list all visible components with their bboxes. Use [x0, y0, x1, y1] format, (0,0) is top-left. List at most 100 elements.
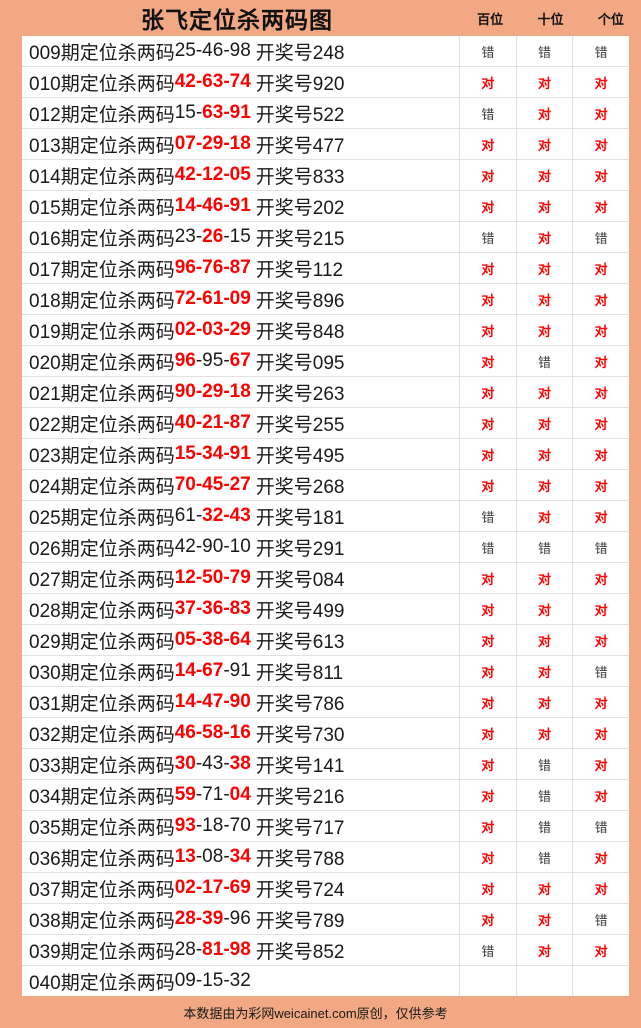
prediction-text: 040期定位杀两码 09-15-32 [22, 966, 460, 996]
result-hundreds: 错 [460, 935, 517, 965]
result-units: 对 [594, 323, 608, 339]
column-header-hundreds: 百位 [477, 11, 504, 27]
prediction-text: 029期定位杀两码 05-38-64 开奖号613 [22, 625, 460, 655]
number-separator: - [195, 784, 203, 805]
kill-number-group: 39 [202, 908, 224, 929]
table-row: 029期定位杀两码 05-38-64 开奖号613 对对对 [22, 625, 629, 656]
prediction-text: 035期定位杀两码 93-18-70 开奖号717 [22, 811, 460, 841]
result-units: 对 [594, 943, 608, 959]
prediction-text: 037期定位杀两码 02-17-69 开奖号724 [22, 873, 460, 903]
draw-number: 开奖号730 [255, 724, 345, 746]
number-separator: - [223, 412, 230, 433]
number-separator: - [223, 815, 230, 836]
period-label: 035期定位杀两码 [29, 817, 175, 839]
number-separator: - [223, 381, 230, 402]
number-separator: - [195, 319, 203, 340]
draw-number: 开奖号920 [255, 73, 345, 95]
period-label: 036期定位杀两码 [29, 848, 175, 870]
result-units: 对 [594, 881, 608, 897]
result-tens: 错 [517, 780, 574, 810]
table-row: 019期定位杀两码 02-03-29 开奖号848 对对对 [22, 315, 629, 346]
result-hundreds: 对 [460, 811, 517, 841]
kill-number-group: 15 [174, 102, 196, 123]
kill-number-group: 29 [202, 381, 224, 402]
kill-number-group: 45 [202, 474, 224, 495]
kill-number-group: 42 [174, 536, 196, 557]
result-tens: 对 [517, 377, 574, 407]
prediction-text: 028期定位杀两码 37-36-83 开奖号499 [22, 594, 460, 624]
result-units: 对 [594, 292, 608, 308]
kill-number-group: 29 [229, 319, 251, 340]
period-label: 019期定位杀两码 [29, 321, 175, 343]
draw-number: 开奖号248 [255, 42, 345, 64]
result-units: 对 [594, 354, 608, 370]
number-separator: - [195, 40, 203, 61]
result-hundreds: 对 [460, 408, 517, 438]
draw-number: 开奖号852 [255, 941, 345, 963]
table-row: 039期定位杀两码 28-81-98 开奖号852 错对对 [22, 935, 629, 966]
number-separator: - [223, 257, 230, 278]
result-hundreds: 对 [460, 284, 517, 314]
period-label: 018期定位杀两码 [29, 290, 175, 312]
draw-number: 开奖号112 [255, 259, 344, 281]
result-hundreds: 对 [460, 439, 517, 469]
period-label: 038期定位杀两码 [29, 910, 175, 932]
number-separator: - [223, 629, 230, 650]
number-separator: - [195, 970, 203, 991]
number-separator: - [195, 815, 203, 836]
kill-number-group: 09 [229, 288, 251, 309]
result-tens: 对 [517, 935, 574, 965]
result-units: 对 [594, 168, 608, 184]
number-separator: - [223, 195, 230, 216]
period-label: 037期定位杀两码 [29, 879, 175, 901]
kill-number-group: 37 [174, 598, 196, 619]
period-label: 017期定位杀两码 [29, 259, 175, 281]
period-label: 034期定位杀两码 [29, 786, 175, 808]
prediction-text: 009期定位杀两码 25-46-98 开奖号248 [22, 36, 460, 66]
result-units: 对 [594, 447, 608, 463]
table-row: 017期定位杀两码 96-76-87 开奖号112 对对对 [22, 253, 629, 284]
result-column-headers: 百位 十位 个位 [460, 9, 641, 28]
number-separator: - [195, 722, 203, 743]
result-hundreds: 对 [460, 346, 517, 376]
result-tens: 对 [517, 470, 574, 500]
kill-number-group: 18 [229, 381, 251, 402]
result-units: 对 [594, 602, 608, 618]
result-units: 对 [594, 757, 608, 773]
result-units: 错 [594, 540, 608, 556]
kill-number-group: 70 [174, 474, 196, 495]
kill-number-group: 28 [174, 908, 196, 929]
number-separator: - [195, 877, 203, 898]
kill-number-group: 61 [174, 505, 196, 526]
result-units: 对 [594, 416, 608, 432]
draw-number: 开奖号141 [255, 755, 345, 777]
draw-number: 开奖号255 [255, 414, 345, 436]
kill-number-group: 50 [202, 567, 224, 588]
prediction-text: 025期定位杀两码 61-32-43 开奖号181 [22, 501, 460, 531]
result-hundreds: 对 [460, 904, 517, 934]
period-label: 039期定位杀两码 [29, 941, 175, 963]
period-label: 030期定位杀两码 [29, 662, 175, 684]
result-units: 对 [594, 850, 608, 866]
period-label: 022期定位杀两码 [29, 414, 175, 436]
kill-number-group: 10 [229, 536, 251, 557]
kill-number-group: 04 [229, 784, 251, 805]
kill-number-group: 32 [202, 505, 224, 526]
column-header-units: 个位 [597, 11, 624, 27]
result-units: 对 [594, 385, 608, 401]
kill-number-group: 83 [229, 598, 251, 619]
result-tens: 对 [517, 408, 574, 438]
draw-number: 开奖号896 [255, 290, 345, 312]
kill-number-group: 98 [229, 939, 251, 960]
number-separator: - [195, 567, 203, 588]
number-separator: - [195, 133, 203, 154]
period-label: 031期定位杀两码 [29, 693, 175, 715]
draw-number: 开奖号833 [255, 166, 345, 188]
prediction-text: 027期定位杀两码 12-50-79 开奖号084 [22, 563, 460, 593]
result-tens: 对 [517, 563, 574, 593]
period-label: 028期定位杀两码 [29, 600, 175, 622]
number-separator: - [223, 598, 230, 619]
number-separator: - [195, 660, 203, 681]
kill-number-group: 12 [174, 567, 196, 588]
result-units: 对 [594, 478, 608, 494]
